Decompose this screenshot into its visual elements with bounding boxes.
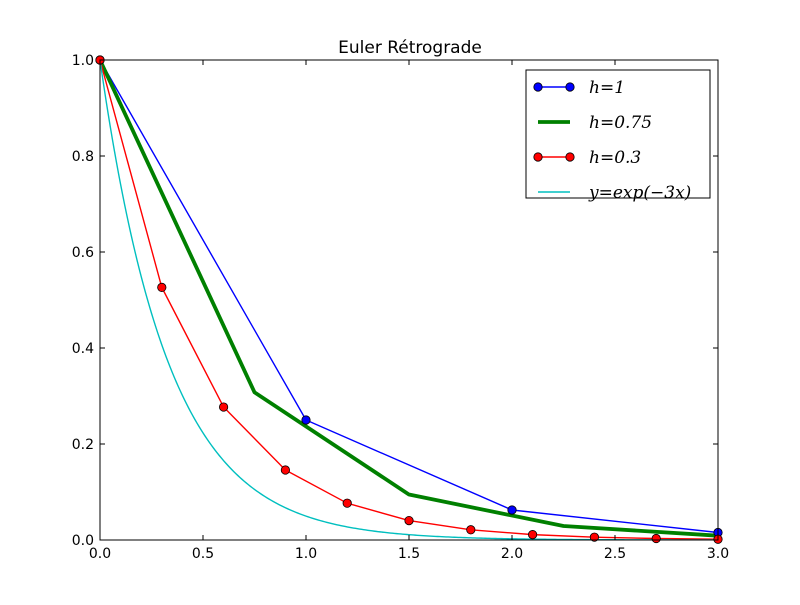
data-point-s2-6: [466, 525, 476, 535]
y-tick-label-3: 0.6: [72, 245, 94, 261]
data-point-s2-4: [342, 498, 352, 508]
y-tick-label-0: 0.0: [72, 533, 94, 549]
legend-box: [525, 69, 711, 199]
series-markers: [95, 55, 723, 544]
y-tick-label-2: 0.4: [72, 341, 94, 357]
data-point-s2-5: [404, 516, 414, 526]
axes: 0.0 0.5 1.0 1.5 2.0 2.5 3.0 0.0 0.2 0.4 0.6 0.8 1.0: [72, 53, 729, 562]
data-point-s2-8: [589, 532, 600, 542]
x-tick-label-3: 1.5: [398, 546, 420, 562]
legend-label-0: h=1: [589, 78, 625, 98]
legend-label-2: h=0.3: [589, 148, 641, 168]
data-point-s2-9: [651, 533, 661, 544]
legend-marker-b-2: [565, 152, 575, 162]
legend-marker-b-0: [565, 82, 575, 92]
x-tick-label-4: 2.0: [501, 546, 523, 562]
legend-label-1: h=0.75: [589, 113, 652, 133]
x-tick-label-1: 0.5: [192, 546, 214, 562]
x-tick-label-5: 2.5: [604, 546, 626, 562]
data-point-s2-3: [280, 465, 290, 475]
legend-marker-a-2: [533, 152, 543, 162]
series-line-1: [100, 60, 718, 538]
legend-marker-a-0: [533, 82, 543, 92]
data-point-s2-7: [527, 530, 538, 540]
y-tick-label-1: 0.2: [72, 437, 94, 453]
plot-area: [95, 55, 723, 544]
y-tick-label-4: 0.8: [72, 149, 94, 165]
data-point-s2-1: [157, 282, 167, 292]
data-point-s0-1: [301, 415, 311, 425]
legend-label-3: y=exp(−3x): [588, 183, 691, 203]
y-tick-label-5: 1.0: [72, 53, 94, 69]
x-tick-label-0: 0.0: [89, 546, 111, 562]
chart-title: Euler Rétrograde: [338, 38, 482, 58]
data-point-s0-2: [507, 505, 517, 515]
x-tick-label-2: 1.0: [295, 546, 317, 562]
x-tick-label-6: 3.0: [707, 546, 729, 562]
series-line-0: [100, 60, 718, 534]
legend: h=1 h=0.75 h=0.3 y=exp(−3x): [525, 69, 711, 203]
data-point-s2-2: [219, 402, 229, 412]
